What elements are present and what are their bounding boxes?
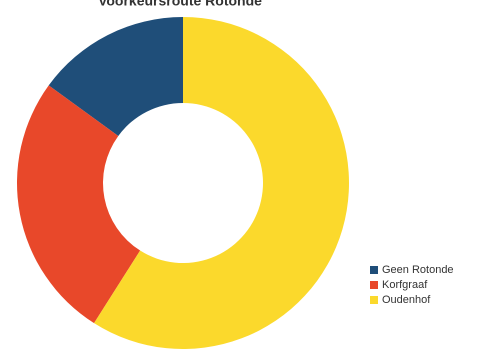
legend-swatch bbox=[370, 281, 378, 289]
legend-label: Oudenhof bbox=[382, 294, 431, 306]
legend-label: Geen Rotonde bbox=[382, 264, 454, 276]
legend-swatch bbox=[370, 296, 378, 304]
legend-label: Korfgraaf bbox=[382, 279, 428, 291]
chart-title: Voorkeursroute Rotonde bbox=[98, 0, 262, 9]
donut-slice bbox=[16, 85, 141, 324]
donut-slice bbox=[94, 17, 349, 349]
donut-slice bbox=[48, 17, 183, 136]
legend-swatch bbox=[370, 266, 378, 274]
